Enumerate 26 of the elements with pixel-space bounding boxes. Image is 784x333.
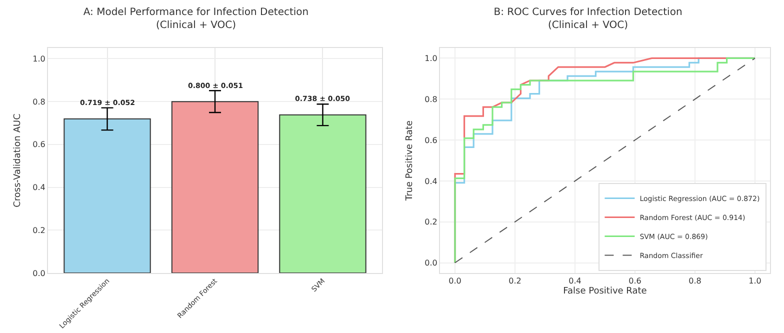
x-tick-label: 0.4 xyxy=(568,276,582,286)
y-tick-label: 0.8 xyxy=(424,94,438,104)
y-tick-label: 0.8 xyxy=(32,97,46,106)
x-tick-label: 0.6 xyxy=(628,276,642,286)
y-tick-label: 0.6 xyxy=(32,140,46,150)
x-axis-title: False Positive Rate xyxy=(563,286,648,296)
x-tick-label: 0.0 xyxy=(448,276,462,286)
y-tick-label: 0.0 xyxy=(32,268,46,278)
x-tick-label: 0.8 xyxy=(688,276,702,286)
y-tick-label: 0.4 xyxy=(32,183,46,192)
y-tick-label: 1.0 xyxy=(32,54,46,64)
y-tick-label: 0.2 xyxy=(424,218,438,227)
y-tick-label: 0.2 xyxy=(32,226,46,235)
bar xyxy=(171,101,259,273)
y-axis-title: True Positive Rate xyxy=(405,120,415,202)
y-tick-label: 0.4 xyxy=(424,176,438,186)
y-axis-title: Cross-Validation AUC xyxy=(13,114,23,208)
y-tick-label: 0.6 xyxy=(424,136,438,145)
x-tick-label: 0.2 xyxy=(508,276,522,286)
chart-title: B: ROC Curves for Infection Detection (Clinical + VOC) xyxy=(494,6,682,31)
y-tick-label: 1.0 xyxy=(424,54,438,64)
chart-title: A: Model Performance for Infection Detection (Clinical + VOC) xyxy=(83,6,309,31)
bar xyxy=(64,118,151,273)
y-tick-label: 0.0 xyxy=(424,258,438,268)
x-tick-label: 1.0 xyxy=(748,276,762,286)
bar xyxy=(279,114,366,273)
